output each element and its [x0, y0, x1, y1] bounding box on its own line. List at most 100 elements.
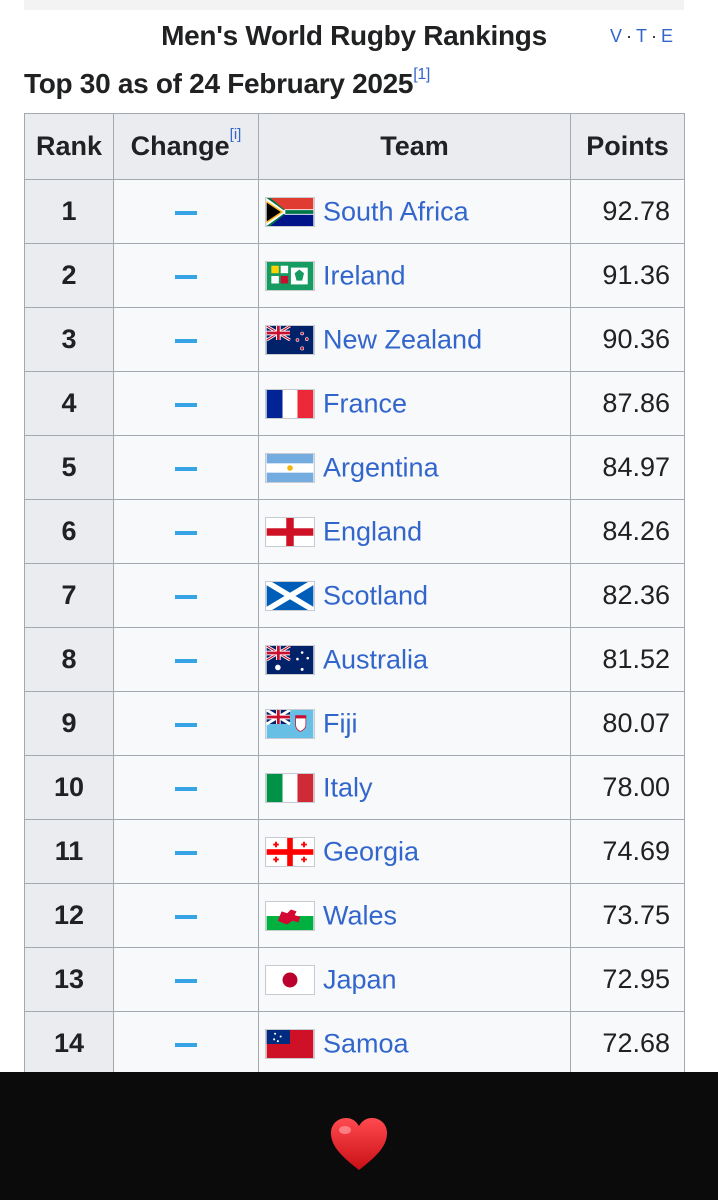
change-cell: [113, 691, 259, 756]
table-row: 1 South Africa 92.78: [24, 179, 685, 244]
vte-separator: ·: [625, 26, 633, 46]
team-cell: Fiji: [258, 691, 571, 756]
page-top-strip: [24, 0, 684, 10]
georgia-flag-icon[interactable]: [265, 837, 315, 868]
team-link[interactable]: France: [323, 388, 408, 419]
points-cell: 81.52: [570, 627, 685, 692]
team-cell: Scotland: [258, 563, 571, 628]
new-zealand-flag-icon[interactable]: [265, 325, 315, 356]
points-cell: 74.69: [570, 819, 685, 884]
rank-cell: 8: [24, 627, 114, 692]
team-cell: Australia: [258, 627, 571, 692]
points-cell: 91.36: [570, 243, 685, 308]
edit-template-link[interactable]: E: [660, 26, 674, 46]
ireland-rugby-flag-icon[interactable]: [265, 261, 315, 292]
team-cell: Samoa: [258, 1011, 571, 1076]
team-link[interactable]: Italy: [323, 772, 373, 803]
change-cell: [113, 435, 259, 500]
team-link[interactable]: Argentina: [323, 452, 439, 483]
team-cell: France: [258, 371, 571, 436]
change-cell: [113, 371, 259, 436]
points-cell: 72.95: [570, 947, 685, 1012]
team-cell: England: [258, 499, 571, 564]
table-row: 11 Georgia 74.69: [24, 819, 685, 884]
team-link[interactable]: Australia: [323, 644, 429, 675]
change-cell: [113, 563, 259, 628]
fiji-flag-icon[interactable]: [265, 709, 315, 740]
change-cell: [113, 819, 259, 884]
view-template-link[interactable]: V: [609, 26, 623, 46]
england-flag-icon[interactable]: [265, 517, 315, 548]
table-row: 7 Scotland 82.36: [24, 563, 685, 628]
no-change-dash-icon: [175, 722, 197, 727]
table-row: 9 Fiji 80.07: [24, 691, 685, 756]
points-cell: 73.75: [570, 883, 685, 948]
change-cell: [113, 243, 259, 308]
subtitle-text: Top 30 as of 24 February 2025: [24, 68, 414, 99]
japan-flag-icon[interactable]: [265, 965, 315, 996]
no-change-dash-icon: [175, 914, 197, 919]
table-row: 6 England 84.26: [24, 499, 685, 564]
team-link[interactable]: Ireland: [323, 260, 406, 291]
team-cell: Argentina: [258, 435, 571, 500]
team-link[interactable]: Japan: [323, 964, 397, 995]
argentina-flag-icon[interactable]: [265, 453, 315, 484]
south-africa-flag-icon[interactable]: [265, 197, 315, 228]
header-rank[interactable]: Rank: [24, 113, 114, 180]
no-change-dash-icon: [175, 658, 197, 663]
team-link[interactable]: South Africa: [323, 196, 469, 227]
change-cell: [113, 1011, 259, 1076]
rank-cell: 7: [24, 563, 114, 628]
points-cell: 78.00: [570, 755, 685, 820]
points-cell: 90.36: [570, 307, 685, 372]
no-change-dash-icon: [175, 274, 197, 279]
points-cell: 87.86: [570, 371, 685, 436]
team-link[interactable]: Fiji: [323, 708, 358, 739]
subtitle-reference-link[interactable]: [1]: [413, 65, 431, 83]
rank-cell: 13: [24, 947, 114, 1012]
table-header-row: Rank Change[i] Team Points: [24, 113, 685, 180]
australia-flag-icon[interactable]: [265, 645, 315, 676]
header-team[interactable]: Team: [258, 113, 571, 180]
no-change-dash-icon: [175, 338, 197, 343]
no-change-dash-icon: [175, 210, 197, 215]
france-flag-icon[interactable]: [265, 389, 315, 420]
italy-flag-icon[interactable]: [265, 773, 315, 804]
header-change[interactable]: Change[i]: [113, 113, 259, 180]
table-row: 4 France 87.86: [24, 371, 685, 436]
team-link[interactable]: New Zealand: [323, 324, 483, 355]
table-row: 13 Japan 72.95: [24, 947, 685, 1012]
team-cell: Georgia: [258, 819, 571, 884]
wales-flag-icon[interactable]: [265, 901, 315, 932]
rank-cell: 11: [24, 819, 114, 884]
no-change-dash-icon: [175, 978, 197, 983]
change-cell: [113, 307, 259, 372]
team-link[interactable]: England: [323, 516, 423, 547]
rankings-table: Rank Change[i] Team Points 1 South Africa…: [24, 113, 685, 1076]
no-change-dash-icon: [175, 786, 197, 791]
team-link[interactable]: Wales: [323, 900, 398, 931]
no-change-dash-icon: [175, 466, 197, 471]
talk-template-link[interactable]: T: [635, 26, 648, 46]
points-cell: 84.97: [570, 435, 685, 500]
change-cell: [113, 627, 259, 692]
table-row: 3 New Zealand 90.36: [24, 307, 685, 372]
team-link[interactable]: Georgia: [323, 836, 420, 867]
change-note-link[interactable]: [i]: [229, 126, 242, 143]
no-change-dash-icon: [175, 1042, 197, 1047]
rank-cell: 12: [24, 883, 114, 948]
team-cell: Japan: [258, 947, 571, 1012]
table-row: 2 Ireland 91.36: [24, 243, 685, 308]
change-cell: [113, 947, 259, 1012]
bottom-reaction-bar: [0, 1072, 718, 1200]
team-cell: Italy: [258, 755, 571, 820]
samoa-flag-icon[interactable]: [265, 1029, 315, 1060]
red-heart-icon[interactable]: [329, 1116, 389, 1172]
table-row: 10 Italy 78.00: [24, 755, 685, 820]
scotland-flag-icon[interactable]: [265, 581, 315, 612]
table-row: 5 Argentina 84.97: [24, 435, 685, 500]
team-link[interactable]: Samoa: [323, 1028, 409, 1059]
team-link[interactable]: Scotland: [323, 580, 429, 611]
team-cell: Wales: [258, 883, 571, 948]
header-points[interactable]: Points: [570, 113, 685, 180]
